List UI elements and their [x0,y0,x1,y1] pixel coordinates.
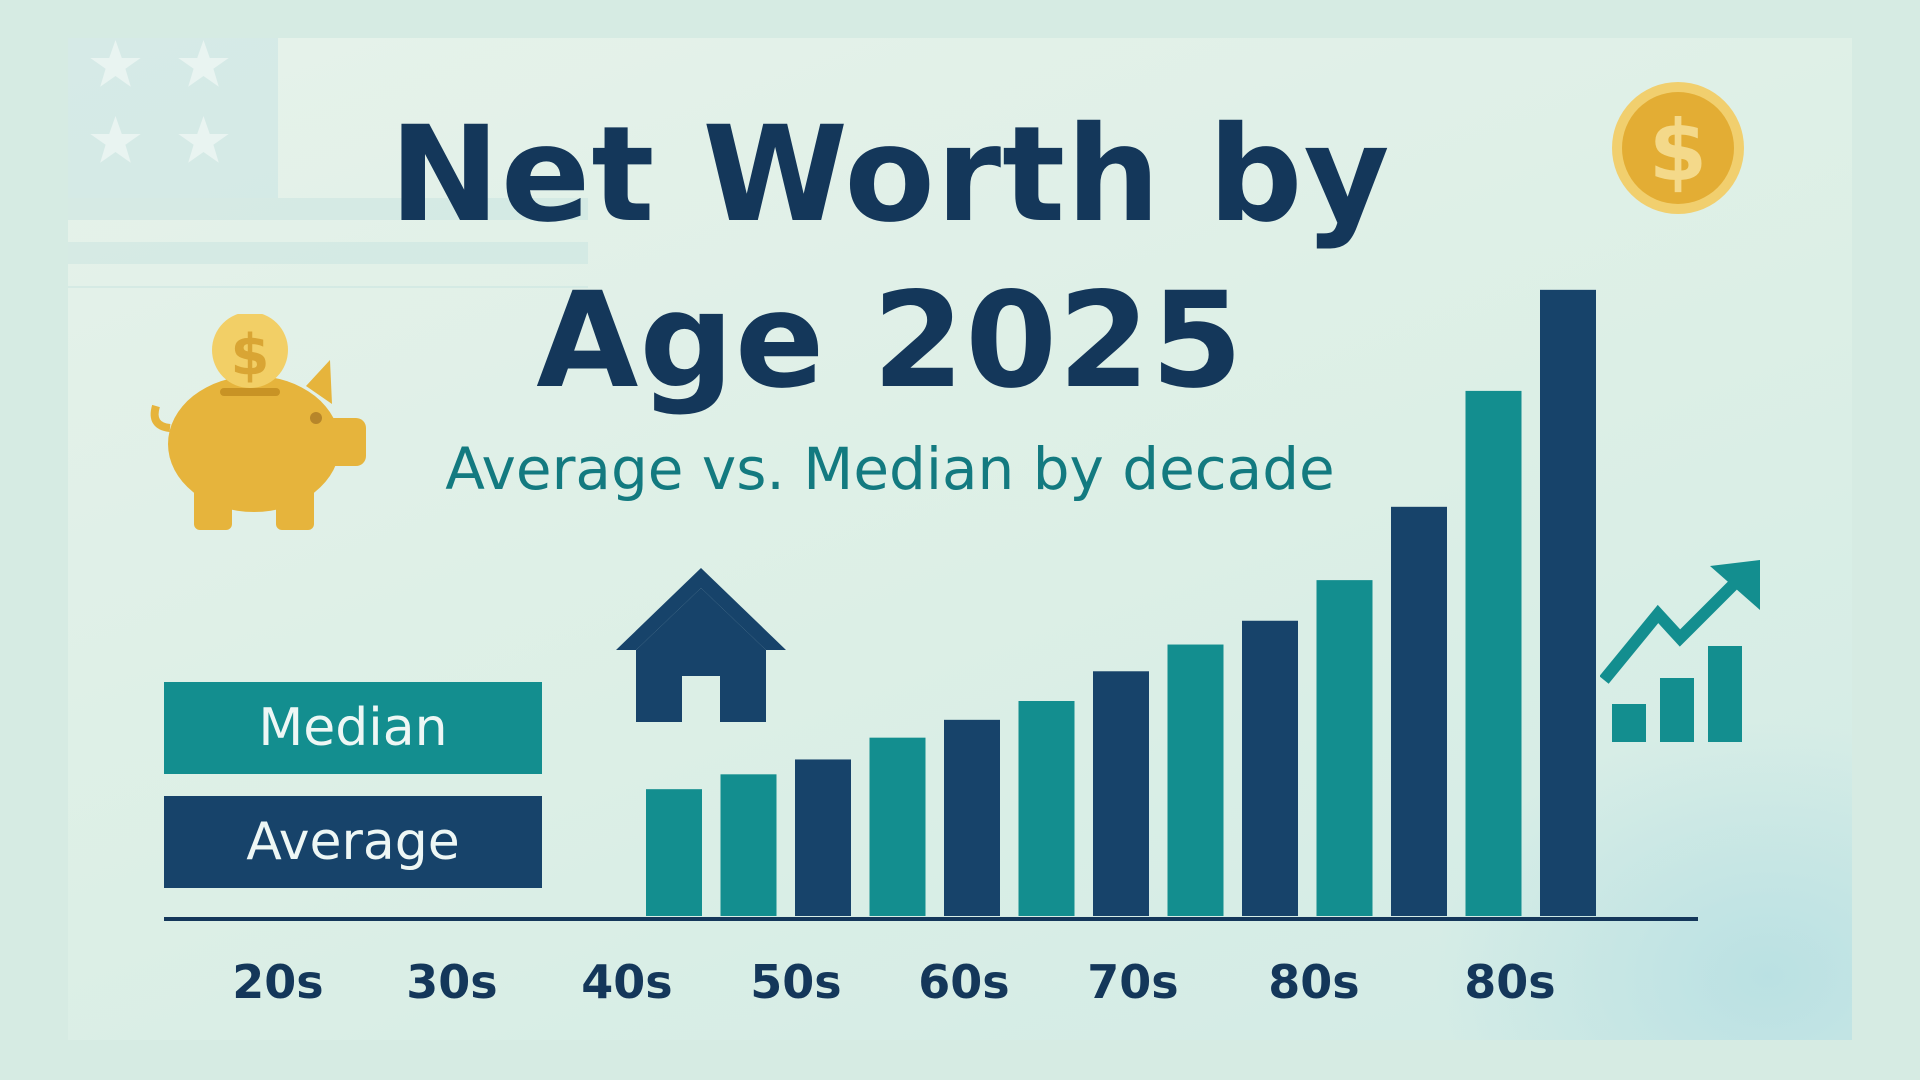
chart-subtitle: Average vs. Median by decade [445,435,1335,503]
bar-average-3 [795,759,851,916]
chart-title-line-2: Age 2025 [536,264,1244,418]
bar-average-9 [1242,620,1298,916]
x-tick-label: 70s [1087,955,1178,1009]
x-tick-label: 20s [232,955,323,1009]
legend-average: Average [164,796,542,888]
bar-median-10 [1316,580,1373,916]
bar-average-5 [944,719,1000,916]
legend-median: Median [164,682,542,774]
bar-average-7 [1093,671,1149,916]
bar-median-4 [869,737,926,916]
coin-dollar-icon: $ [1612,82,1744,214]
bar-median-2 [720,774,777,916]
x-tick-label: 60s [918,955,1009,1009]
x-tick-label: 80s [1464,955,1555,1009]
chart-title-line-1: Net Worth by [389,98,1391,252]
svg-text:$: $ [231,323,270,388]
bar-median-6 [1018,701,1075,916]
svg-text:$: $ [1649,102,1707,200]
house-icon [616,568,786,722]
bar-average-13 [1540,289,1596,916]
x-tick-label: 80s [1268,955,1359,1009]
x-tick-label: 40s [581,955,672,1009]
flag-stripes [68,198,588,288]
flag-stars-icon [68,38,278,198]
bar-average-11 [1391,506,1447,916]
x-tick-label: 50s [750,955,841,1009]
growth-chart-icon [1600,560,1760,742]
piggy-bank-icon: $ [150,314,366,530]
bar-median-12 [1465,390,1522,916]
x-tick-label: 30s [406,955,497,1009]
bar-median-8 [1167,644,1224,916]
bar-median-1 [646,789,702,916]
